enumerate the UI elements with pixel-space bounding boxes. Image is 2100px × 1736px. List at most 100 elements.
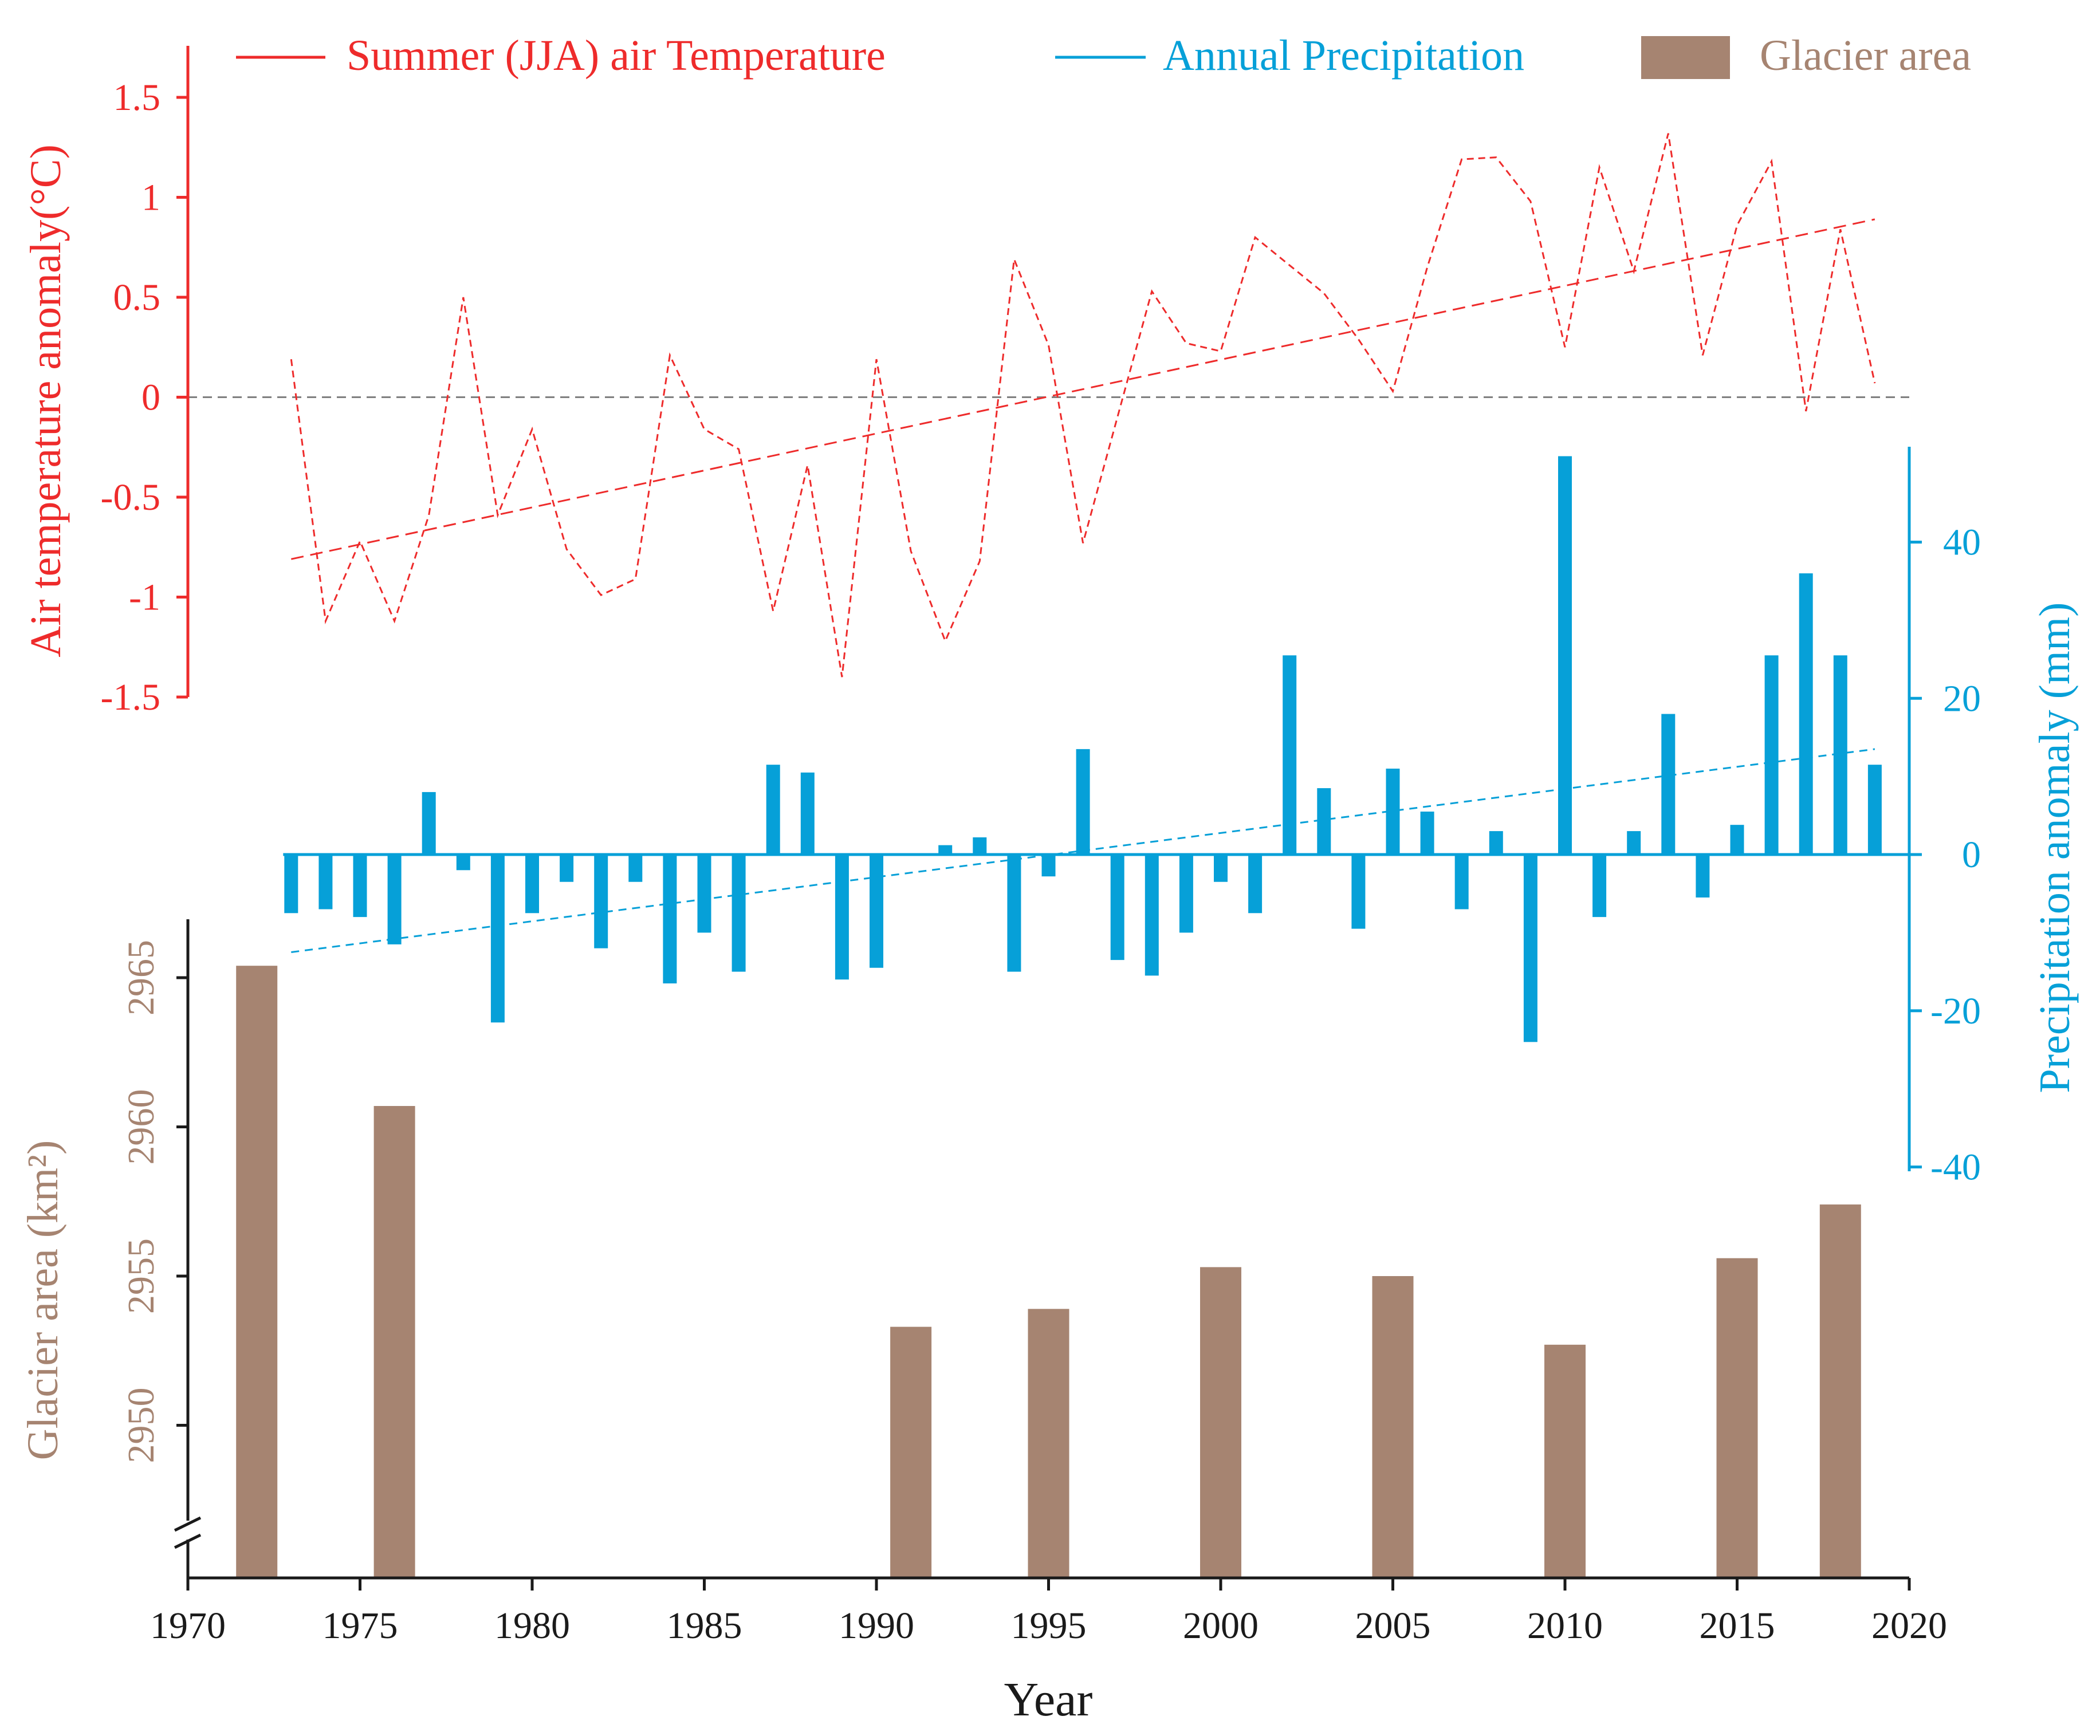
precipitation-bar: [1248, 855, 1263, 914]
precipitation-bar: [1696, 855, 1710, 898]
x-tick-label: 1980: [494, 1605, 570, 1647]
x-tick-label: 1975: [323, 1605, 398, 1647]
precipitation-bar: [870, 855, 883, 968]
temperature-series: [290, 133, 1876, 678]
precipitation-bar: [1076, 749, 1090, 855]
temperature-y-tick-label: 1.5: [113, 77, 161, 119]
x-axis-title: Year: [1004, 1673, 1093, 1726]
precipitation-bar: [938, 845, 953, 855]
temperature-y-tick-label: 0: [141, 377, 160, 419]
glacier-bar: [1716, 1258, 1758, 1578]
precipitation-bar: [1627, 831, 1641, 855]
precipitation-bar: [766, 765, 780, 855]
glacier-y-tick-label: 2960: [120, 1089, 162, 1165]
glacier-axis-break-mark: [174, 1533, 202, 1549]
precipitation-axis-title: Precipitation anomaly (mm): [2031, 603, 2079, 1093]
precipitation-bar: [1730, 825, 1744, 855]
precipitation-y-tick-label: 20: [1943, 678, 1981, 719]
precipitation-bar: [1041, 855, 1056, 877]
temperature-axis-title: Air temperature anomaly(°C): [22, 144, 70, 658]
precipitation-bar: [284, 855, 298, 914]
legend: Summer (JJA) air Temperature Annual Prec…: [236, 32, 1971, 80]
x-tick-label: 1995: [1011, 1605, 1087, 1647]
legend-glacier-swatch: [1641, 36, 1730, 79]
precipitation-bar: [353, 855, 367, 918]
precipitation-bar: [1592, 855, 1607, 918]
glacier-y-tick-label: 2965: [120, 940, 162, 1015]
precipitation-bar: [318, 855, 333, 910]
temperature-y-tick-label: 0.5: [113, 277, 161, 318]
precipitation-bar: [628, 855, 643, 882]
x-tick-label: 2005: [1355, 1605, 1431, 1647]
precipitation-bar: [1558, 456, 1572, 855]
precipitation-y-tick-label: -20: [1930, 990, 1981, 1032]
glacier-bar: [1372, 1276, 1414, 1578]
x-tick-label: 2010: [1527, 1605, 1603, 1647]
precipitation-bar: [1317, 788, 1331, 855]
x-tick-label: 2015: [1700, 1605, 1775, 1647]
precipitation-bar: [1799, 573, 1813, 855]
x-tick-label: 1970: [150, 1605, 226, 1647]
precipitation-bar: [1179, 855, 1193, 933]
precipitation-bar: [1007, 855, 1021, 972]
glacier-bars: [236, 966, 1861, 1578]
precipitation-y-tick-label: -40: [1930, 1147, 1981, 1188]
glacier-bar: [236, 966, 278, 1578]
precipitation-bar: [422, 792, 436, 855]
precipitation-bar: [1867, 765, 1882, 855]
zero-lines: [188, 396, 1909, 856]
precipitation-y-tick-label: 0: [1962, 834, 1981, 876]
precipitation-bar: [732, 855, 746, 972]
legend-temperature-label: Summer (JJA) air Temperature: [347, 32, 886, 80]
legend-precipitation-label: Annual Precipitation: [1163, 32, 1524, 80]
temperature-y-tick-label: -0.5: [101, 477, 160, 518]
temperature-line: [290, 133, 1876, 678]
precipitation-bar: [560, 855, 574, 882]
x-tick-label: 2000: [1183, 1605, 1259, 1647]
glacier-axis-break-mark: [174, 1516, 202, 1532]
glacier-bar: [373, 1106, 415, 1578]
x-tick-label: 1990: [839, 1605, 914, 1647]
precipitation-bar: [973, 837, 987, 855]
precipitation-bar: [490, 855, 505, 1023]
precipitation-bar: [456, 855, 470, 871]
temperature-y-tick-label: -1: [129, 577, 160, 619]
temperature-y-tick-label: 1: [141, 177, 160, 219]
precipitation-trend-line: [291, 748, 1875, 953]
precipitation-bar: [1489, 831, 1503, 855]
precipitation-bar: [1764, 655, 1779, 855]
temperature-trend-line: [290, 218, 1875, 560]
glacier-y-tick-label: 2950: [120, 1388, 162, 1463]
x-tick-label: 2020: [1871, 1605, 1947, 1647]
precipitation-bars: [284, 456, 1882, 1042]
temperature-y-tick-label: -1.5: [101, 676, 160, 718]
legend-glacier-label: Glacier area: [1760, 32, 1971, 80]
precipitation-y-tick-label: 40: [1943, 522, 1981, 564]
precipitation-bar: [1661, 714, 1676, 855]
glacier-bar: [1200, 1267, 1241, 1578]
precipitation-bar: [1145, 855, 1159, 976]
precipitation-bar: [663, 855, 677, 984]
glacier-bar: [1544, 1344, 1586, 1578]
precipitation-bar: [1420, 811, 1434, 855]
precipitation-bar: [800, 772, 815, 855]
precipitation-bar: [835, 855, 849, 980]
precipitation-bar: [1454, 855, 1469, 910]
glacier-bar: [890, 1326, 932, 1578]
precipitation-bar: [1351, 855, 1366, 929]
precipitation-bar: [1110, 855, 1124, 960]
glacier-axis-title: Glacier area (km²): [19, 1140, 67, 1461]
axes: 1970 1975 1980 1985 1990 1995 2000 2005 2010 2015…: [101, 46, 1981, 1647]
precipitation-bar: [697, 855, 711, 933]
precipitation-bar: [594, 855, 608, 948]
precipitation-bar: [1283, 655, 1297, 855]
x-tick-label: 1985: [667, 1605, 742, 1647]
precipitation-bar: [1214, 855, 1228, 882]
precipitation-bar: [1523, 855, 1537, 1042]
glacier-bar: [1819, 1204, 1861, 1578]
precipitation-bar: [525, 855, 539, 914]
glacier-y-tick-label: 2955: [120, 1238, 162, 1314]
precipitation-bar: [387, 855, 402, 944]
